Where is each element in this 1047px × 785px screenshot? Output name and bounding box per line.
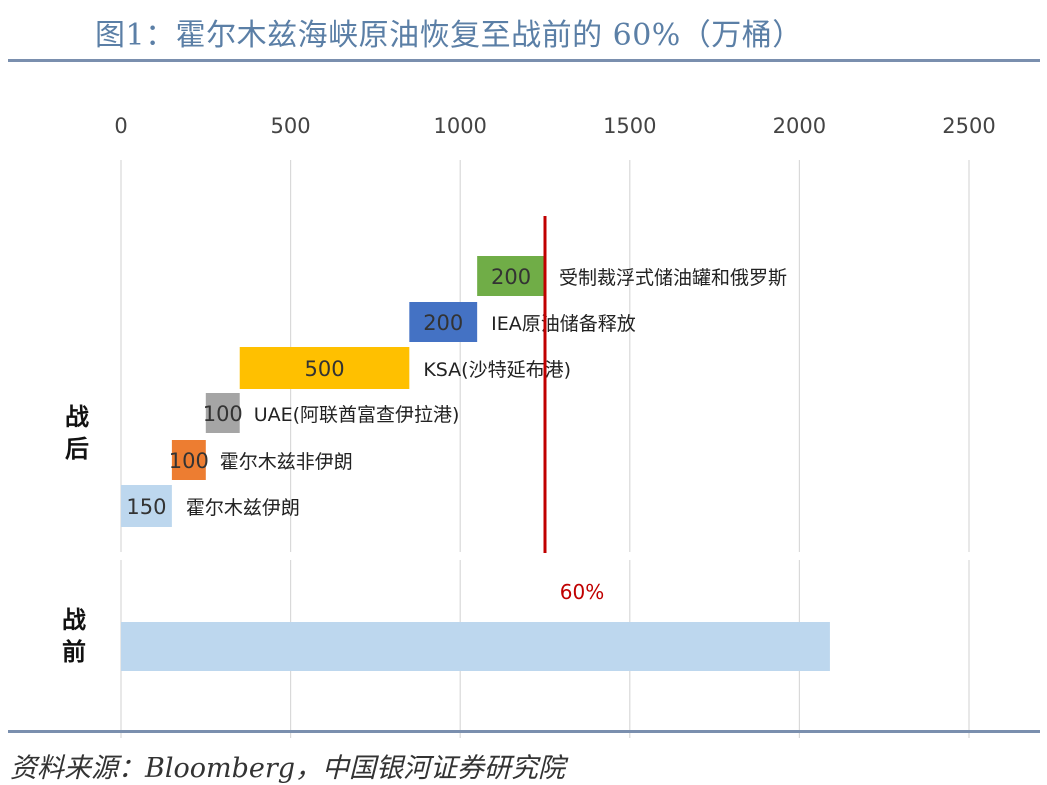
bar-segment <box>171 440 206 480</box>
bar-value-label: 100 <box>203 402 243 426</box>
bar-value-label: 150 <box>126 495 166 519</box>
bar-value-label: 200 <box>423 311 463 335</box>
x-tick-label: 2500 <box>942 114 995 138</box>
chart-title: 图1：霍尔木兹海峡原油恢复至战前的 60%（万桶） <box>95 18 803 53</box>
bar-segment <box>239 347 410 389</box>
bar-segment <box>477 256 545 296</box>
segment-name-label: 霍尔木兹伊朗 <box>186 497 300 519</box>
bar-segment <box>409 302 478 342</box>
x-tick-label: 1000 <box>433 114 486 138</box>
x-tick-label: 1500 <box>603 114 656 138</box>
category-label: 前 <box>62 638 86 666</box>
bar-prewar <box>121 622 830 671</box>
segment-name-label: IEA原油储备释放 <box>491 313 636 335</box>
reference-line-label: 60% <box>560 580 604 604</box>
bar-segment <box>205 393 240 433</box>
segment-name-label: UAE(阿联酋富查伊拉港) <box>254 404 460 426</box>
bar-value-label: 200 <box>491 265 531 289</box>
x-tick-label: 2000 <box>773 114 826 138</box>
segment-name-label: 霍尔木兹非伊朗 <box>220 451 353 473</box>
bar-value-label: 500 <box>304 357 344 381</box>
category-label: 战 <box>62 606 86 634</box>
source-rule <box>8 730 1040 733</box>
source-note: 资料来源：Bloomberg，中国银河证券研究院 <box>10 753 566 784</box>
x-tick-label: 0 <box>114 114 127 138</box>
title-rule <box>8 59 1040 62</box>
category-label: 后 <box>65 435 89 463</box>
segment-name-label: 受制裁浮式储油罐和俄罗斯 <box>559 267 787 289</box>
segment-name-label: KSA(沙特延布港) <box>423 359 571 381</box>
x-tick-label: 500 <box>271 114 311 138</box>
chart-area: 0 500 1000 1500 2000 2500 150 霍尔木兹伊朗 100 霍尔木兹非伊朗 1… <box>62 114 996 738</box>
bar-value-label: 100 <box>169 449 209 473</box>
category-label: 战 <box>65 403 89 431</box>
bar-segment <box>121 485 172 527</box>
